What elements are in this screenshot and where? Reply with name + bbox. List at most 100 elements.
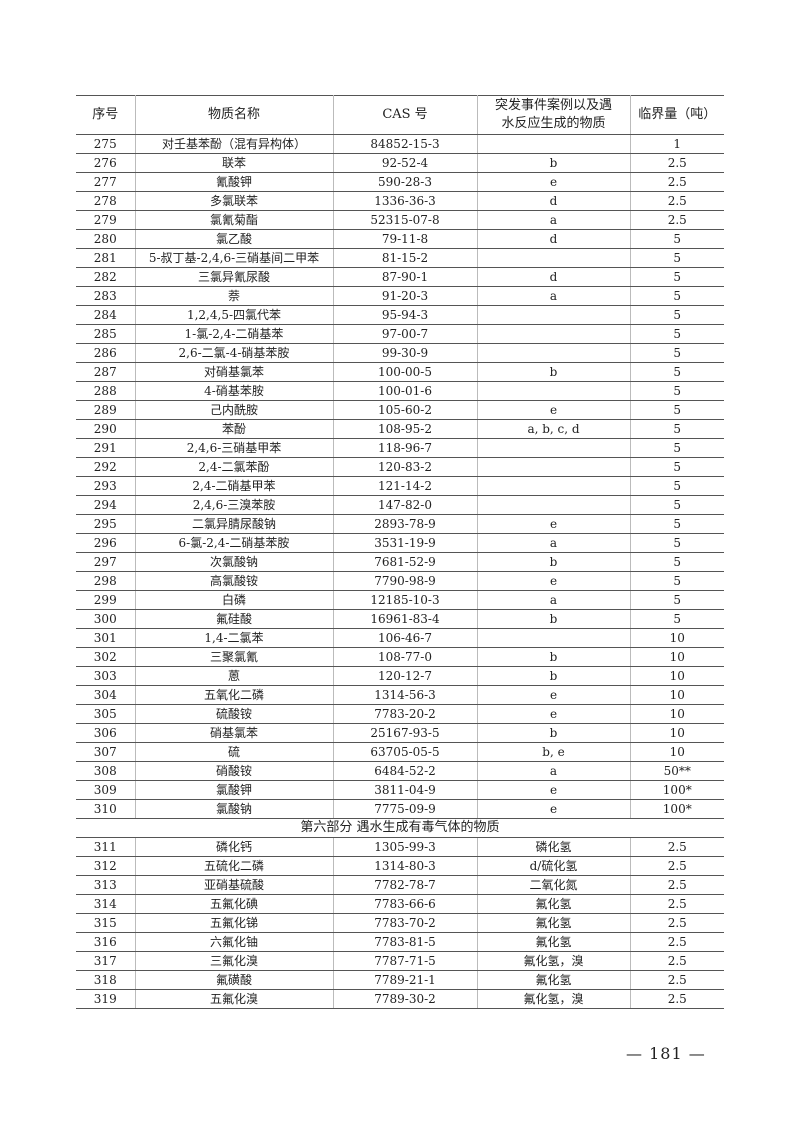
table-row: 299 白磷 12185-10-3 a 5 <box>76 590 724 610</box>
cas-number: 1336-36-3 <box>332 191 478 211</box>
row-index: 309 <box>76 780 136 800</box>
case-reference: 氟化氢 <box>476 970 631 990</box>
row-index: 301 <box>76 628 136 648</box>
cas-number: 79-11-8 <box>332 229 478 249</box>
case-reference <box>476 343 631 363</box>
table-row: 282 三氯异氰尿酸 87-90-1 d 5 <box>76 267 724 287</box>
substance-name: 硫酸铵 <box>134 704 334 724</box>
table-row: 294 2,4,6-三溴苯胺 147-82-0 5 <box>76 495 724 515</box>
row-index: 315 <box>76 913 136 933</box>
case-reference: a <box>476 286 631 306</box>
table-row: 283 萘 91-20-3 a 5 <box>76 286 724 306</box>
threshold-quantity: 5 <box>629 324 724 344</box>
case-reference <box>476 438 631 458</box>
table-row: 298 高氯酸铵 7790-98-9 e 5 <box>76 571 724 591</box>
cas-number: 105-60-2 <box>332 400 478 420</box>
substance-name: 己内酰胺 <box>134 400 334 420</box>
row-index: 317 <box>76 951 136 971</box>
substance-name: 五氟化锑 <box>134 913 334 933</box>
table-row: 316 六氟化铀 7783-81-5 氟化氢 2.5 <box>76 932 724 952</box>
table-row: 296 6-氯-2,4-二硝基苯胺 3531-19-9 a 5 <box>76 533 724 553</box>
case-reference: a <box>476 533 631 553</box>
threshold-quantity: 1 <box>629 134 724 154</box>
substance-name: 氯酸钠 <box>134 799 334 819</box>
cas-number: 100-00-5 <box>332 362 478 382</box>
substance-name: 联苯 <box>134 153 334 173</box>
row-index: 281 <box>76 248 136 268</box>
threshold-quantity: 2.5 <box>629 837 724 857</box>
substance-name: 亚硝基硫酸 <box>134 875 334 895</box>
case-reference: d <box>476 267 631 287</box>
cas-number: 84852-15-3 <box>332 134 478 154</box>
table-row: 279 氯氰菊酯 52315-07-8 a 2.5 <box>76 210 724 230</box>
table-row: 317 三氟化溴 7787-71-5 氟化氢，溴 2.5 <box>76 951 724 971</box>
case-reference: d/硫化氢 <box>476 856 631 876</box>
cas-number: 108-77-0 <box>332 647 478 667</box>
header-cas: CAS 号 <box>332 95 478 135</box>
row-index: 279 <box>76 210 136 230</box>
case-reference: e <box>476 400 631 420</box>
substance-name: 白磷 <box>134 590 334 610</box>
substance-name: 1-氯-2,4-二硝基苯 <box>134 324 334 344</box>
threshold-quantity: 10 <box>629 742 724 762</box>
row-index: 288 <box>76 381 136 401</box>
table-row: 302 三聚氯氰 108-77-0 b 10 <box>76 647 724 667</box>
substance-name: 六氟化铀 <box>134 932 334 952</box>
row-index: 289 <box>76 400 136 420</box>
cas-number: 147-82-0 <box>332 495 478 515</box>
substance-name: 氰酸钾 <box>134 172 334 192</box>
cas-number: 87-90-1 <box>332 267 478 287</box>
case-reference: b <box>476 723 631 743</box>
substance-name: 多氯联苯 <box>134 191 334 211</box>
cas-number: 63705-05-5 <box>332 742 478 762</box>
case-reference: 二氧化氮 <box>476 875 631 895</box>
row-index: 307 <box>76 742 136 762</box>
substance-name: 对硝基氯苯 <box>134 362 334 382</box>
substance-name: 对壬基苯酚（混有异构体） <box>134 134 334 154</box>
substance-name: 三聚氯氰 <box>134 647 334 667</box>
row-index: 294 <box>76 495 136 515</box>
threshold-quantity: 50** <box>629 761 724 781</box>
table-row: 289 己内酰胺 105-60-2 e 5 <box>76 400 724 420</box>
threshold-quantity: 2.5 <box>629 932 724 952</box>
case-reference <box>476 134 631 154</box>
case-reference: 氟化氢 <box>476 894 631 914</box>
threshold-quantity: 5 <box>629 400 724 420</box>
row-index: 291 <box>76 438 136 458</box>
row-index: 300 <box>76 609 136 629</box>
section-row: 第六部分 遇水生成有毒气体的物质 <box>76 818 724 838</box>
case-reference <box>476 248 631 268</box>
cas-number: 7783-81-5 <box>332 932 478 952</box>
threshold-quantity: 100* <box>629 780 724 800</box>
table-row: 278 多氯联苯 1336-36-3 d 2.5 <box>76 191 724 211</box>
threshold-quantity: 2.5 <box>629 856 724 876</box>
substance-name: 氯酸钾 <box>134 780 334 800</box>
cas-number: 97-00-7 <box>332 324 478 344</box>
table-row: 291 2,4,6-三硝基甲苯 118-96-7 5 <box>76 438 724 458</box>
case-reference: b, e <box>476 742 631 762</box>
threshold-quantity: 2.5 <box>629 894 724 914</box>
row-index: 290 <box>76 419 136 439</box>
threshold-quantity: 100* <box>629 799 724 819</box>
threshold-quantity: 10 <box>629 628 724 648</box>
case-reference: a, b, c, d <box>476 419 631 439</box>
row-index: 311 <box>76 837 136 857</box>
threshold-quantity: 5 <box>629 514 724 534</box>
case-reference: d <box>476 229 631 249</box>
cas-number: 3531-19-9 <box>332 533 478 553</box>
table-row: 310 氯酸钠 7775-09-9 e 100* <box>76 799 724 819</box>
case-reference <box>476 476 631 496</box>
row-index: 316 <box>76 932 136 952</box>
cas-number: 99-30-9 <box>332 343 478 363</box>
cas-number: 120-83-2 <box>332 457 478 477</box>
threshold-quantity: 5 <box>629 495 724 515</box>
case-reference: e <box>476 172 631 192</box>
cas-number: 6484-52-2 <box>332 761 478 781</box>
threshold-quantity: 5 <box>629 438 724 458</box>
cas-number: 7681-52-9 <box>332 552 478 572</box>
cas-number: 25167-93-5 <box>332 723 478 743</box>
substance-name: 蒽 <box>134 666 334 686</box>
table-row: 319 五氟化溴 7789-30-2 氟化氢，溴 2.5 <box>76 989 724 1009</box>
row-index: 312 <box>76 856 136 876</box>
